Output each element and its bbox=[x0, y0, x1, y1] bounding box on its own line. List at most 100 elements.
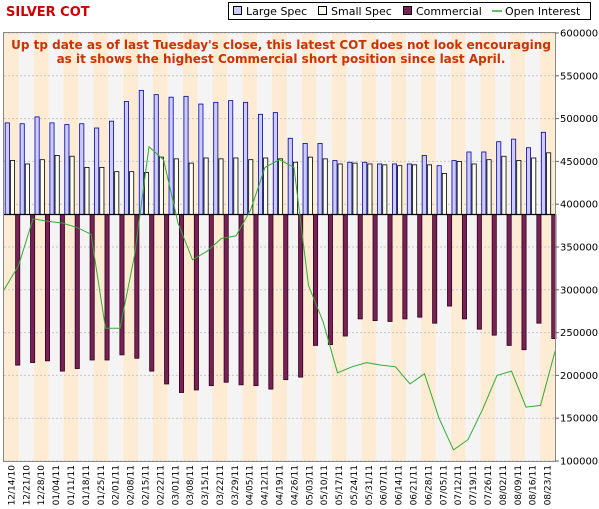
large-spec-bar-8 bbox=[123, 101, 129, 215]
commercial-bar-16 bbox=[253, 214, 259, 387]
x-tick-label-4: 01/11/11 bbox=[67, 465, 77, 505]
large-spec-bar-13 bbox=[198, 103, 204, 215]
large-spec-bar-36 bbox=[540, 131, 546, 215]
x-tick-label-26: 06/14/11 bbox=[395, 465, 405, 505]
x-tick-label-25: 06/07/11 bbox=[380, 465, 390, 505]
y-tick-label-1: 150000 bbox=[560, 414, 598, 425]
x-tick-label-16: 04/05/11 bbox=[246, 465, 256, 505]
small-spec-bar-24 bbox=[367, 163, 373, 215]
commercial-bar-28 bbox=[432, 214, 438, 324]
x-tick-label-14: 03/22/11 bbox=[216, 465, 226, 505]
large-spec-bar-34 bbox=[511, 138, 517, 215]
y-tick-label-10: 600000 bbox=[560, 29, 598, 40]
x-tick-label-18: 04/19/11 bbox=[276, 465, 286, 505]
x-tick-label-33: 08/02/11 bbox=[499, 465, 509, 505]
large-spec-bar-2 bbox=[34, 116, 40, 215]
commercial-bar-10 bbox=[164, 214, 170, 385]
y-tick-label-0: 100000 bbox=[560, 457, 598, 468]
x-tick-label-17: 04/12/11 bbox=[261, 465, 271, 505]
chart-title: SILVER COT bbox=[6, 5, 90, 20]
x-tick-label-32: 07/26/11 bbox=[484, 465, 494, 505]
large-spec-bar-15 bbox=[228, 100, 234, 215]
small-spec-bar-26 bbox=[397, 165, 403, 215]
commercial-bar-31 bbox=[476, 214, 482, 330]
bar-series bbox=[4, 89, 557, 393]
commercial-bar-30 bbox=[461, 214, 467, 320]
legend: Large Spec Small Spec Commercial Open Inter… bbox=[228, 2, 591, 20]
x-tick-label-36: 08/23/11 bbox=[544, 465, 554, 505]
small-spec-bar-6 bbox=[99, 166, 105, 215]
large-spec-bar-26 bbox=[391, 163, 397, 215]
small-spec-bar-11 bbox=[173, 158, 179, 215]
commercial-bar-20 bbox=[313, 214, 319, 346]
x-tick-label-6: 01/25/11 bbox=[97, 465, 107, 505]
annotation-line-2: as it shows the highest Commercial short… bbox=[57, 52, 506, 66]
x-tick-label-3: 01/04/11 bbox=[52, 465, 62, 505]
small-spec-bar-14 bbox=[218, 158, 224, 215]
small-spec-bar-1 bbox=[24, 163, 30, 215]
commercial-bar-21 bbox=[327, 214, 333, 345]
y-tick-label-7: 450000 bbox=[560, 157, 598, 168]
large-spec-bar-29 bbox=[436, 165, 442, 215]
large-spec-bar-33 bbox=[496, 141, 502, 215]
commercial-bar-7 bbox=[119, 214, 125, 356]
commercial-bar-12 bbox=[193, 214, 199, 391]
commercial-bar-0 bbox=[15, 214, 21, 366]
commercial-bar-3 bbox=[59, 214, 65, 372]
y-tick-label-8: 500000 bbox=[560, 114, 598, 125]
commercial-bar-23 bbox=[357, 214, 363, 320]
large-spec-bar-32 bbox=[481, 151, 487, 215]
commercial-bar-17 bbox=[268, 214, 274, 390]
large-spec-bar-17 bbox=[257, 113, 263, 215]
large-spec-bar-0 bbox=[4, 122, 10, 215]
x-tick-label-11: 03/01/11 bbox=[171, 465, 181, 505]
small-spec-bar-3 bbox=[54, 155, 60, 215]
small-spec-bar-0 bbox=[9, 160, 15, 215]
small-spec-bar-28 bbox=[426, 164, 432, 215]
large-spec-bar-23 bbox=[347, 161, 353, 215]
small-spec-bar-32 bbox=[486, 159, 492, 215]
commercial-bar-1 bbox=[30, 214, 36, 363]
small-spec-bar-18 bbox=[278, 158, 284, 215]
y-tick-label-4: 300000 bbox=[560, 285, 598, 296]
x-tick-label-23: 05/24/11 bbox=[350, 465, 360, 505]
large-spec-bar-28 bbox=[421, 155, 427, 215]
annotation-line-1: Up tp date as of last Tuesday's close, t… bbox=[11, 38, 551, 52]
commercial-bar-5 bbox=[89, 214, 95, 361]
x-tick-label-9: 02/15/11 bbox=[141, 465, 151, 505]
small-spec-bar-29 bbox=[441, 172, 447, 215]
small-spec-bar-21 bbox=[322, 158, 328, 215]
large-spec-bar-1 bbox=[19, 123, 25, 215]
legend-items: Large Spec Small Spec Commercial Open Inter… bbox=[233, 5, 581, 18]
small-spec-bar-33 bbox=[501, 155, 507, 215]
large-spec-bar-11 bbox=[168, 96, 174, 215]
x-tick-label-20: 05/03/11 bbox=[305, 465, 315, 505]
small-spec-bar-36 bbox=[546, 152, 552, 215]
large-spec-bar-21 bbox=[317, 143, 323, 215]
x-tick-label-7: 02/01/11 bbox=[112, 465, 122, 505]
x-tick-label-2: 12/28/10 bbox=[37, 465, 47, 506]
band-26 bbox=[391, 33, 407, 461]
small-spec-bar-13 bbox=[203, 157, 209, 215]
commercial-bar-24 bbox=[372, 214, 378, 322]
large-spec-bar-20 bbox=[302, 143, 308, 215]
x-tick-label-22: 05/17/11 bbox=[335, 465, 345, 505]
small-spec-bar-25 bbox=[382, 164, 388, 215]
band-33 bbox=[495, 33, 511, 461]
band-30 bbox=[450, 33, 466, 461]
y-tick-label-5: 350000 bbox=[560, 243, 598, 254]
large-spec-bar-35 bbox=[526, 147, 532, 215]
x-tick-label-35: 08/16/11 bbox=[529, 465, 539, 505]
large-spec-bar-7 bbox=[109, 120, 115, 215]
legend-swatch-1 bbox=[318, 6, 327, 15]
commercial-bar-15 bbox=[238, 214, 244, 386]
large-spec-bar-16 bbox=[243, 101, 249, 215]
x-tick-label-29: 07/05/11 bbox=[439, 465, 449, 505]
small-spec-bar-35 bbox=[531, 157, 537, 215]
commercial-bar-14 bbox=[223, 214, 229, 383]
band-25 bbox=[376, 33, 392, 461]
commercial-bar-19 bbox=[298, 214, 304, 378]
large-spec-bar-30 bbox=[451, 160, 457, 215]
y-tick-label-6: 400000 bbox=[560, 200, 598, 211]
